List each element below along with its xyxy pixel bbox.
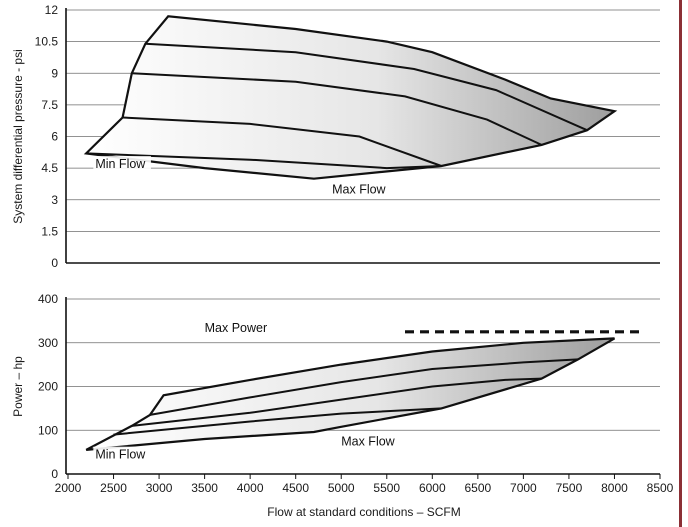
bottom-x-tick-label: 5500 xyxy=(373,481,400,495)
top-curve-2 xyxy=(122,116,442,167)
top-y-tick-label: 12 xyxy=(45,3,59,17)
top-y-tick-label: 3 xyxy=(51,193,58,207)
top-y-tick-label: 9 xyxy=(51,66,58,80)
bottom-y-tick-label: 300 xyxy=(38,336,58,350)
bottom-x-tick-label: 7500 xyxy=(556,481,583,495)
bottom-annotation-bg xyxy=(339,433,397,450)
bottom-annotation-bg xyxy=(202,319,267,336)
bottom-x-tick-label: 2000 xyxy=(55,481,82,495)
bottom-annotation: Max Flow xyxy=(341,435,395,449)
top-y-tick-label: 1.5 xyxy=(41,224,58,238)
bottom-curve-1 xyxy=(131,377,542,427)
top-y-tick-label: 4.5 xyxy=(41,161,58,175)
bottom-x-tick-label: 3000 xyxy=(146,481,173,495)
top-operating-envelope xyxy=(83,15,618,180)
top-annotation-bg xyxy=(330,181,388,198)
bottom-y-axis-title: Power – hp xyxy=(11,356,25,417)
bottom-curve-2 xyxy=(113,407,442,436)
bottom-x-tick-label: 6000 xyxy=(419,481,446,495)
bottom-curve-0 xyxy=(149,358,579,416)
bottom-y-tick-label: 100 xyxy=(38,423,58,437)
bottom-y-tick-label: 0 xyxy=(51,467,58,481)
bottom-operating-envelope xyxy=(85,337,616,451)
top-annotation-bg xyxy=(93,156,151,173)
top-y-tick-label: 10.5 xyxy=(35,35,59,49)
top-y-tick-label: 7.5 xyxy=(41,98,58,112)
top-curve-1 xyxy=(131,72,543,146)
bottom-annotation: Min Flow xyxy=(95,448,146,462)
bottom-x-tick-label: 8500 xyxy=(647,481,674,495)
right-accent-border xyxy=(679,0,682,527)
bottom-annotation: Max Power xyxy=(205,321,268,335)
bottom-y-tick-label: 400 xyxy=(38,292,58,306)
top-y-tick-label: 6 xyxy=(51,130,58,144)
top-curve-3 xyxy=(86,152,442,170)
bottom-x-tick-label: 6500 xyxy=(464,481,491,495)
top-y-tick-label: 0 xyxy=(51,256,58,270)
top-y-axis-title: System differential pressure - psi xyxy=(11,49,25,224)
bottom-x-tick-label: 4000 xyxy=(237,481,264,495)
bottom-x-tick-label: 8000 xyxy=(601,481,628,495)
bottom-x-tick-label: 5000 xyxy=(328,481,355,495)
top-annotation: Max Flow xyxy=(332,182,386,196)
bottom-y-tick-label: 200 xyxy=(38,380,58,394)
bottom-x-axis-title: Flow at standard conditions – SCFM xyxy=(267,505,460,519)
bottom-x-tick-label: 3500 xyxy=(191,481,218,495)
bottom-x-tick-label: 7000 xyxy=(510,481,537,495)
top-curve-0 xyxy=(145,42,588,132)
bottom-x-tick-label: 4500 xyxy=(282,481,309,495)
bottom-x-tick-label: 2500 xyxy=(100,481,127,495)
bottom-annotation-bg xyxy=(93,446,151,463)
top-annotation: Min Flow xyxy=(95,157,146,171)
